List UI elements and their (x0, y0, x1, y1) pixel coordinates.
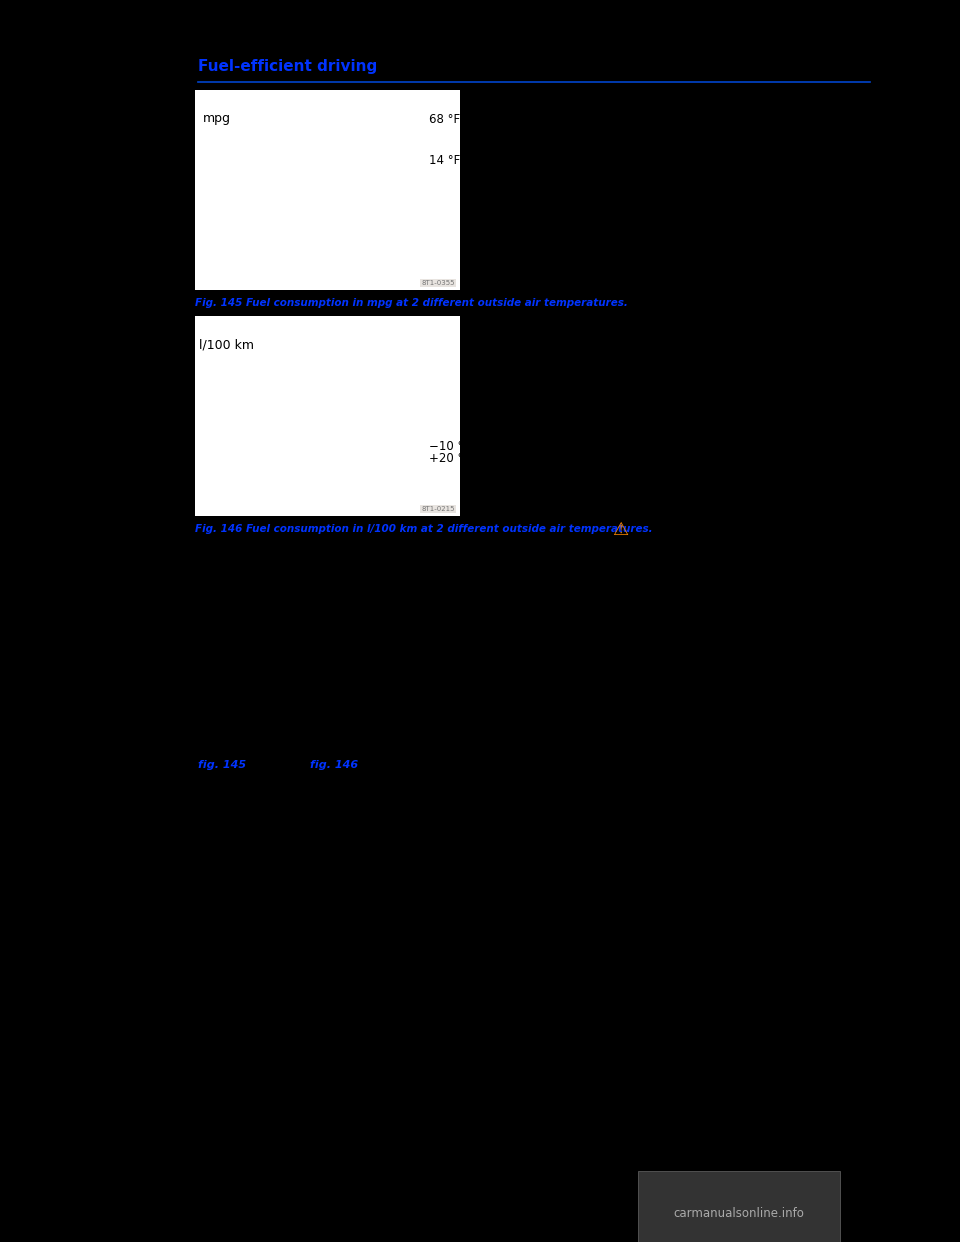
Text: Fuel-efficient driving: Fuel-efficient driving (198, 58, 377, 73)
Text: miles: miles (396, 277, 423, 287)
Text: fig. 145: fig. 145 (198, 760, 246, 770)
Text: carmanualsonline.info: carmanualsonline.info (674, 1207, 804, 1220)
Text: 8T1-0215: 8T1-0215 (421, 505, 455, 512)
Text: −10 °C: −10 °C (429, 440, 471, 452)
Text: +20 °C: +20 °C (429, 452, 471, 465)
Text: ⚠: ⚠ (612, 520, 628, 539)
Text: Fig. 146 Fuel consumption in l/100 km at 2 different outside air temperatures.: Fig. 146 Fuel consumption in l/100 km at… (195, 524, 653, 534)
Text: 68 °F: 68 °F (429, 113, 460, 125)
Text: l/100 km: l/100 km (199, 338, 254, 351)
Text: km: km (407, 502, 423, 512)
Text: 8T1-0355: 8T1-0355 (421, 279, 455, 286)
Text: 14 °F: 14 °F (429, 154, 460, 168)
Text: fig. 146: fig. 146 (310, 760, 358, 770)
Text: Fig. 145 Fuel consumption in mpg at 2 different outside air temperatures.: Fig. 145 Fuel consumption in mpg at 2 di… (195, 298, 628, 308)
Text: mpg: mpg (203, 112, 231, 125)
